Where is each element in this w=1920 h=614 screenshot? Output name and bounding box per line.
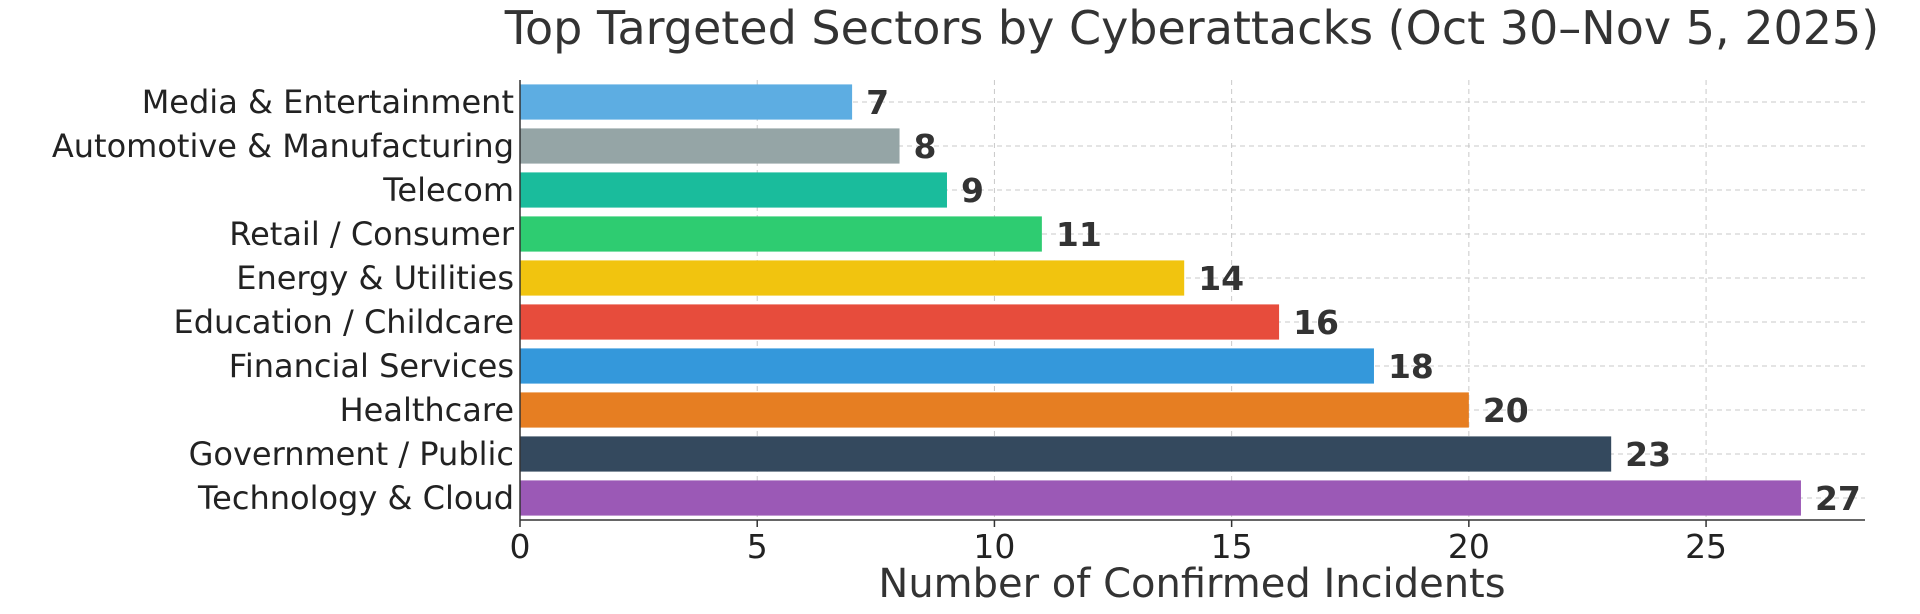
value-labels: 27 23 20 18 16 14 11 987: [866, 83, 1861, 518]
bar-value-label: 7: [866, 83, 889, 122]
x-axis-label: Number of Confirmed Incidents: [878, 561, 1505, 607]
bar-value-label: 9: [961, 171, 984, 210]
bar-value-label: 8: [914, 127, 937, 166]
bar: [520, 172, 947, 208]
bar-value-label: 20: [1483, 391, 1529, 430]
bar-value-label: 23: [1625, 435, 1671, 474]
x-tick-label: 15: [1211, 527, 1253, 566]
bar-value-label: 18: [1388, 347, 1434, 386]
bars: [520, 84, 1801, 516]
bar: [520, 348, 1374, 384]
y-category-label: Financial Services: [229, 347, 514, 385]
bar: [520, 216, 1042, 252]
bar: [520, 480, 1801, 516]
y-category-label: Technology & Cloud: [197, 479, 514, 517]
x-tick-label: 25: [1685, 527, 1727, 566]
y-category-label: Telecom: [382, 171, 514, 209]
x-tick-label: 5: [747, 527, 768, 566]
chart-title: Top Targeted Sectors by Cyberattacks (Oc…: [504, 1, 1879, 55]
y-category-label: Retail / Consumer: [229, 215, 515, 253]
y-category-label: Media & Entertainment: [142, 83, 514, 121]
bar: [520, 392, 1469, 428]
bar: [520, 128, 900, 164]
bar: [520, 436, 1612, 472]
bar-value-label: 16: [1293, 303, 1339, 342]
x-tick-label: 20: [1448, 527, 1490, 566]
x-axis-ticks: 0 5 10 15 20 25: [510, 520, 1727, 566]
bar-value-label: 11: [1056, 215, 1102, 254]
y-category-label: Government / Public: [189, 435, 514, 473]
y-category-label: Energy & Utilities: [236, 259, 514, 297]
x-tick-label: 10: [973, 527, 1015, 566]
x-tick-label: 0: [510, 527, 531, 566]
bar: [520, 84, 853, 120]
bar: [520, 304, 1280, 340]
bar: [520, 260, 1185, 296]
bar-value-label: 27: [1815, 479, 1861, 518]
y-axis-category-labels: Technology & Cloud Government / Public Hea…: [52, 83, 515, 517]
y-category-label: Automotive & Manufacturing: [52, 127, 514, 165]
y-category-label: Education / Childcare: [174, 303, 515, 341]
y-category-label: Healthcare: [340, 391, 514, 429]
bar-value-label: 14: [1198, 259, 1244, 298]
